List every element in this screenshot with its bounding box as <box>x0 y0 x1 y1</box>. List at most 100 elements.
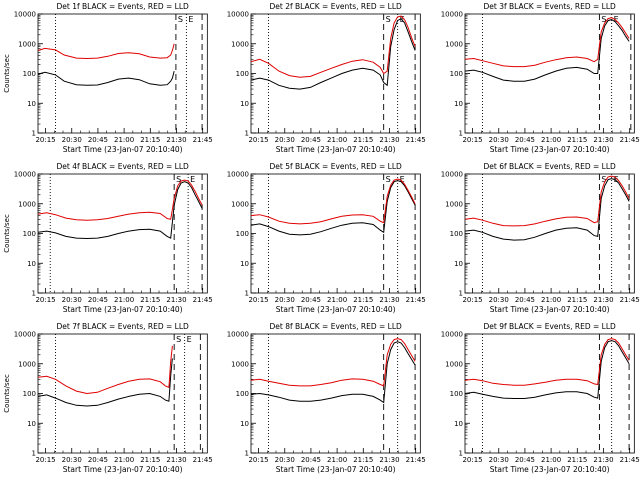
y-tick-label: 1 <box>245 290 249 298</box>
marker-label: S <box>386 175 391 184</box>
plot-frame <box>250 173 422 294</box>
x-tick-label: 20:45 <box>301 456 321 464</box>
x-tick-label: 21:00 <box>327 456 347 464</box>
lld-series-line <box>251 15 416 78</box>
marker-label: E <box>187 335 192 344</box>
lld-series-line <box>251 338 416 387</box>
y-tick-label: 10 <box>27 100 36 108</box>
detector-chart: Det 6f BLACK = Events, RED = LLD 1 10 100 10… <box>440 162 639 314</box>
y-tick-label: 1000 <box>445 200 463 208</box>
marker-label: E <box>613 175 618 184</box>
y-tick-label: 100 <box>236 390 249 398</box>
x-tick-label: 20:15 <box>249 456 269 464</box>
events-series-line <box>464 178 630 241</box>
y-tick-label: 10000 <box>227 331 249 339</box>
x-tick-label: 20:45 <box>301 136 321 144</box>
y-tick-label: 1000 <box>232 40 250 48</box>
detector-chart: Det 3f BLACK = Events, RED = LLD 1 10 100 10… <box>440 2 639 154</box>
lld-series-line <box>464 175 630 227</box>
y-tick-label: 1000 <box>232 200 250 208</box>
marker-label: E <box>613 15 618 24</box>
y-tick-label: 10 <box>240 420 249 428</box>
detector-chart: Det 8f BLACK = Events, RED = LLD 1 10 100 10… <box>227 322 426 474</box>
y-tick-label: 1 <box>458 130 462 138</box>
x-tick-label: 20:15 <box>249 136 269 144</box>
x-tick-label: 20:15 <box>35 136 55 144</box>
y-axis-label: Counts/sec <box>3 54 11 93</box>
detector-chart: Det 7f BLACK = Events, RED = LLD 1 10 100 10… <box>3 322 213 474</box>
chart-title: Det 1f BLACK = Events, RED = LLD <box>57 2 190 11</box>
x-axis-label: Start Time (23-Jan-07 20:10:40) <box>489 465 609 474</box>
y-tick-label: 100 <box>23 390 36 398</box>
y-tick-label: 10000 <box>227 11 249 19</box>
marker-label: S <box>176 335 181 344</box>
marker-label: S <box>386 15 391 24</box>
y-tick-label: 100 <box>236 230 249 238</box>
lld-series-line <box>38 43 175 60</box>
x-tick-label: 21:00 <box>327 296 347 304</box>
events-series-line <box>251 17 416 90</box>
chart-title: Det 7f BLACK = Events, RED = LLD <box>57 322 190 331</box>
x-tick-label: 21:45 <box>619 456 639 464</box>
x-tick-label: 21:30 <box>166 296 186 304</box>
x-tick-label: 20:15 <box>35 296 55 304</box>
x-tick-label: 21:30 <box>380 296 400 304</box>
marker-label: E <box>190 175 195 184</box>
y-tick-label: 1000 <box>18 200 36 208</box>
y-tick-label: 100 <box>236 70 249 78</box>
lld-series-line <box>464 338 630 386</box>
detector-chart: Det 1f BLACK = Events, RED = LLD 1 10 100 10… <box>3 2 213 154</box>
y-tick-label: 1 <box>32 130 36 138</box>
x-axis-label: Start Time (23-Jan-07 20:10:40) <box>489 305 609 314</box>
x-tick-label: 21:00 <box>114 296 134 304</box>
y-tick-label: 10000 <box>440 11 462 19</box>
y-tick-label: 1000 <box>18 360 36 368</box>
x-tick-label: 20:45 <box>88 296 108 304</box>
y-tick-label: 10 <box>27 420 36 428</box>
x-tick-label: 20:15 <box>249 296 269 304</box>
x-tick-label: 21:30 <box>166 456 186 464</box>
x-tick-label: 20:30 <box>62 136 82 144</box>
y-tick-label: 10000 <box>14 171 36 179</box>
x-tick-label: 21:15 <box>140 136 160 144</box>
plot-frame <box>37 173 208 294</box>
x-axis-label: Start Time (23-Jan-07 20:10:40) <box>63 305 183 314</box>
x-tick-label: 21:15 <box>567 296 587 304</box>
x-axis-label: Start Time (23-Jan-07 20:10:40) <box>276 145 396 154</box>
y-tick-label: 1 <box>245 450 249 458</box>
marker-label: S <box>601 15 606 24</box>
chart-title: Det 3f BLACK = Events, RED = LLD <box>483 2 616 11</box>
x-tick-label: 21:00 <box>541 136 561 144</box>
marker-label: E <box>400 175 405 184</box>
x-tick-label: 20:15 <box>462 456 482 464</box>
y-tick-label: 10000 <box>440 171 462 179</box>
x-tick-label: 21:15 <box>567 456 587 464</box>
chart-title: Det 2f BLACK = Events, RED = LLD <box>270 2 403 11</box>
x-tick-label: 20:15 <box>462 296 482 304</box>
x-tick-label: 21:15 <box>567 136 587 144</box>
marker-label: S <box>176 175 181 184</box>
x-tick-label: 21:15 <box>354 456 374 464</box>
y-tick-label: 10000 <box>440 331 462 339</box>
y-tick-label: 1 <box>458 450 462 458</box>
plot-frame <box>250 333 422 454</box>
marker-label: S <box>178 15 183 24</box>
x-tick-label: 21:00 <box>541 296 561 304</box>
y-tick-label: 10 <box>454 260 463 268</box>
x-axis-label: Start Time (23-Jan-07 20:10:40) <box>276 305 396 314</box>
events-series-line <box>251 341 416 404</box>
marker-label: S <box>601 175 606 184</box>
x-axis-label: Start Time (23-Jan-07 20:10:40) <box>63 465 183 474</box>
y-tick-label: 100 <box>449 70 462 78</box>
x-tick-label: 21:00 <box>541 456 561 464</box>
x-tick-label: 20:30 <box>62 296 82 304</box>
plot-frame <box>464 333 635 454</box>
y-tick-label: 10 <box>454 420 463 428</box>
x-tick-label: 20:30 <box>275 296 295 304</box>
x-tick-label: 21:30 <box>380 456 400 464</box>
x-tick-label: 21:30 <box>593 456 613 464</box>
y-tick-label: 1 <box>32 450 36 458</box>
chart-title: Det 9f BLACK = Events, RED = LLD <box>483 322 616 331</box>
x-tick-label: 21:45 <box>406 296 426 304</box>
x-tick-label: 21:45 <box>619 296 639 304</box>
